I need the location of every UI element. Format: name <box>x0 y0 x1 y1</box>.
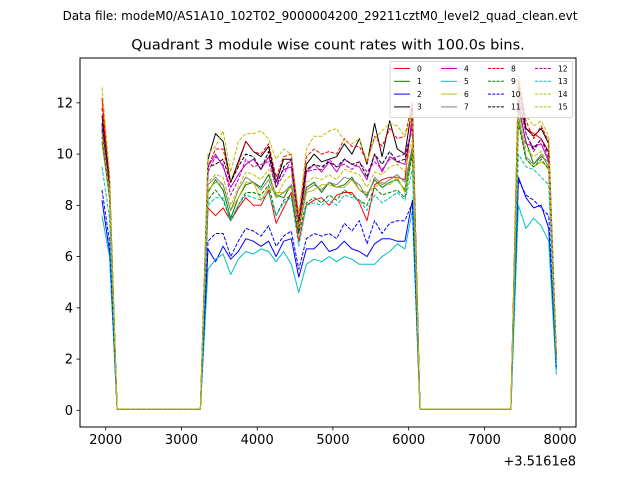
x-tick-label: 3000 <box>165 433 198 448</box>
x-axis: 2000 3000 4000 5000 6000 7000 8000 <box>89 427 577 448</box>
x-tick-label: 2000 <box>89 433 122 448</box>
x-tick-label: 6000 <box>392 433 425 448</box>
x-tick-label: 7000 <box>468 433 501 448</box>
y-tick-label: 0 <box>65 404 73 419</box>
figure-suptitle: Data file: modeM0/AS1A10_102T02_90000042… <box>63 9 578 23</box>
y-tick-label: 2 <box>65 353 73 368</box>
legend-label-15: 15 <box>558 103 568 112</box>
legend-label-7: 7 <box>464 103 469 112</box>
y-axis: 0 2 4 6 8 10 12 <box>56 96 80 419</box>
legend-label-1: 1 <box>417 77 422 86</box>
legend-label-14: 14 <box>558 90 568 99</box>
legend-label-9: 9 <box>511 77 516 86</box>
legend-label-6: 6 <box>464 90 469 99</box>
series-line-13 <box>101 153 557 410</box>
legend-label-10: 10 <box>511 90 521 99</box>
legend-label-0: 0 <box>417 64 422 73</box>
y-tick-label: 12 <box>56 96 73 111</box>
legend-label-13: 13 <box>558 77 568 86</box>
x-tick-label: 4000 <box>241 433 274 448</box>
legend-label-12: 12 <box>558 64 568 73</box>
legend-label-2: 2 <box>417 90 422 99</box>
legend-box <box>389 61 573 118</box>
legend-label-11: 11 <box>511 103 521 112</box>
legend-label-3: 3 <box>417 103 422 112</box>
chart-title: Quadrant 3 module wise count rates with … <box>131 38 525 54</box>
series-layer <box>101 74 557 410</box>
legend-label-4: 4 <box>464 64 469 73</box>
axes-frame <box>79 57 577 428</box>
y-tick-label: 6 <box>65 250 73 265</box>
x-offset-label: +3.5161e8 <box>503 455 576 470</box>
x-tick-label: 8000 <box>544 433 577 448</box>
y-tick-label: 8 <box>65 199 73 214</box>
legend-label-8: 8 <box>511 64 516 73</box>
legend-label-5: 5 <box>464 77 469 86</box>
series-line-15 <box>101 112 557 410</box>
x-tick-label: 5000 <box>316 433 349 448</box>
y-tick-label: 10 <box>56 148 73 163</box>
y-tick-label: 4 <box>65 301 73 316</box>
